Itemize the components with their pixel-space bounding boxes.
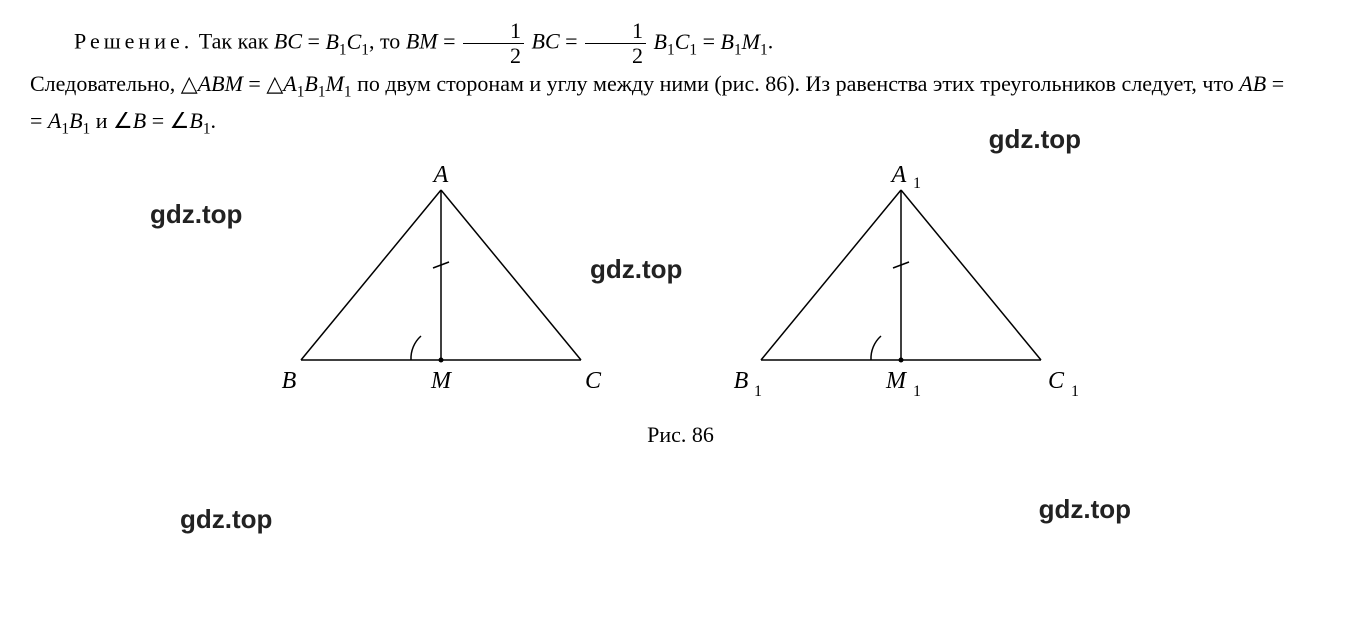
fraction-half2: 12 — [585, 20, 646, 67]
math-bm: BM — [406, 29, 438, 54]
figure-caption: Рис. 86 — [30, 418, 1331, 451]
watermark: gdz.top — [1039, 490, 1131, 529]
math-bc: BC — [274, 29, 302, 54]
document-content: Решение. Так как BC = B1C1, то BM = 12 B… — [30, 20, 1331, 451]
period: . — [211, 108, 217, 133]
vertex-c1-sub: 1 — [1071, 383, 1079, 400]
solution-paragraph-2: Следовательно, △ABM = △A1B1M1 по двум ст… — [30, 67, 1331, 104]
eq-cont: = — [30, 108, 48, 133]
vertex-b-label: B — [281, 368, 296, 394]
vertex-a1-sub: 1 — [913, 175, 921, 192]
vertex-m1-label: M — [885, 368, 908, 394]
math-b1c1-2: B1C1 — [654, 29, 698, 54]
math-angle-b: B — [133, 108, 146, 133]
period: . — [768, 29, 774, 54]
text-segment: по двум сторонам и углу между ними (рис.… — [352, 71, 1240, 96]
vertex-m1-sub: 1 — [913, 383, 921, 400]
eq-sign: = — [697, 29, 720, 54]
text-segment: Следовательно, — [30, 71, 181, 96]
vertex-a-label: A — [431, 162, 448, 188]
math-b1m1: B1M1 — [721, 29, 768, 54]
eq-sign: = — [560, 29, 583, 54]
math-bc2: BC — [532, 29, 560, 54]
solution-paragraph: Решение. Так как BC = B1C1, то BM = 12 B… — [30, 20, 1331, 67]
eq-sign: = — [243, 71, 266, 96]
triangle-figure-1: A B M C — [261, 160, 621, 410]
vertex-b1-label: B — [733, 368, 748, 394]
math-b1c1: B1C1 — [325, 29, 369, 54]
vertex-c-label: C — [584, 368, 601, 394]
vertex-a1-label: A — [889, 162, 906, 188]
reshenie-label: Решение. — [74, 29, 193, 54]
triangle-figure-2: A 1 B 1 M 1 C 1 — [721, 160, 1101, 410]
triangle-symbol: △ — [181, 71, 198, 96]
text-segment: Так как — [193, 29, 274, 54]
vertex-c1-label: C — [1047, 368, 1064, 394]
angle-symbol: ∠ — [170, 108, 190, 133]
and-text: и — [90, 108, 113, 133]
eq-sign: = — [438, 29, 461, 54]
eq-sign: = — [1266, 71, 1284, 96]
math-abm: ABM — [198, 71, 243, 96]
vertex-m-label: M — [430, 368, 453, 394]
math-ab: AB — [1239, 71, 1266, 96]
math-a1b1m1: A1B1M1 — [283, 71, 351, 96]
watermark: gdz.top — [989, 120, 1081, 159]
figures-container: A B M C A 1 B 1 M 1 C 1 — [30, 160, 1331, 410]
math-angle-b1: B1 — [189, 108, 210, 133]
eq-sign: = — [146, 108, 169, 133]
vertex-b1-sub: 1 — [754, 383, 762, 400]
solution-paragraph-3: = A1B1 и ∠B = ∠B1. — [30, 104, 1331, 141]
fraction-half: 12 — [463, 20, 524, 67]
eq-sign: = — [302, 29, 325, 54]
watermark: gdz.top — [180, 500, 272, 539]
math-a1b1: A1B1 — [48, 108, 90, 133]
text-segment: , то — [369, 29, 406, 54]
triangle-symbol: △ — [266, 71, 283, 96]
angle-symbol: ∠ — [113, 108, 133, 133]
